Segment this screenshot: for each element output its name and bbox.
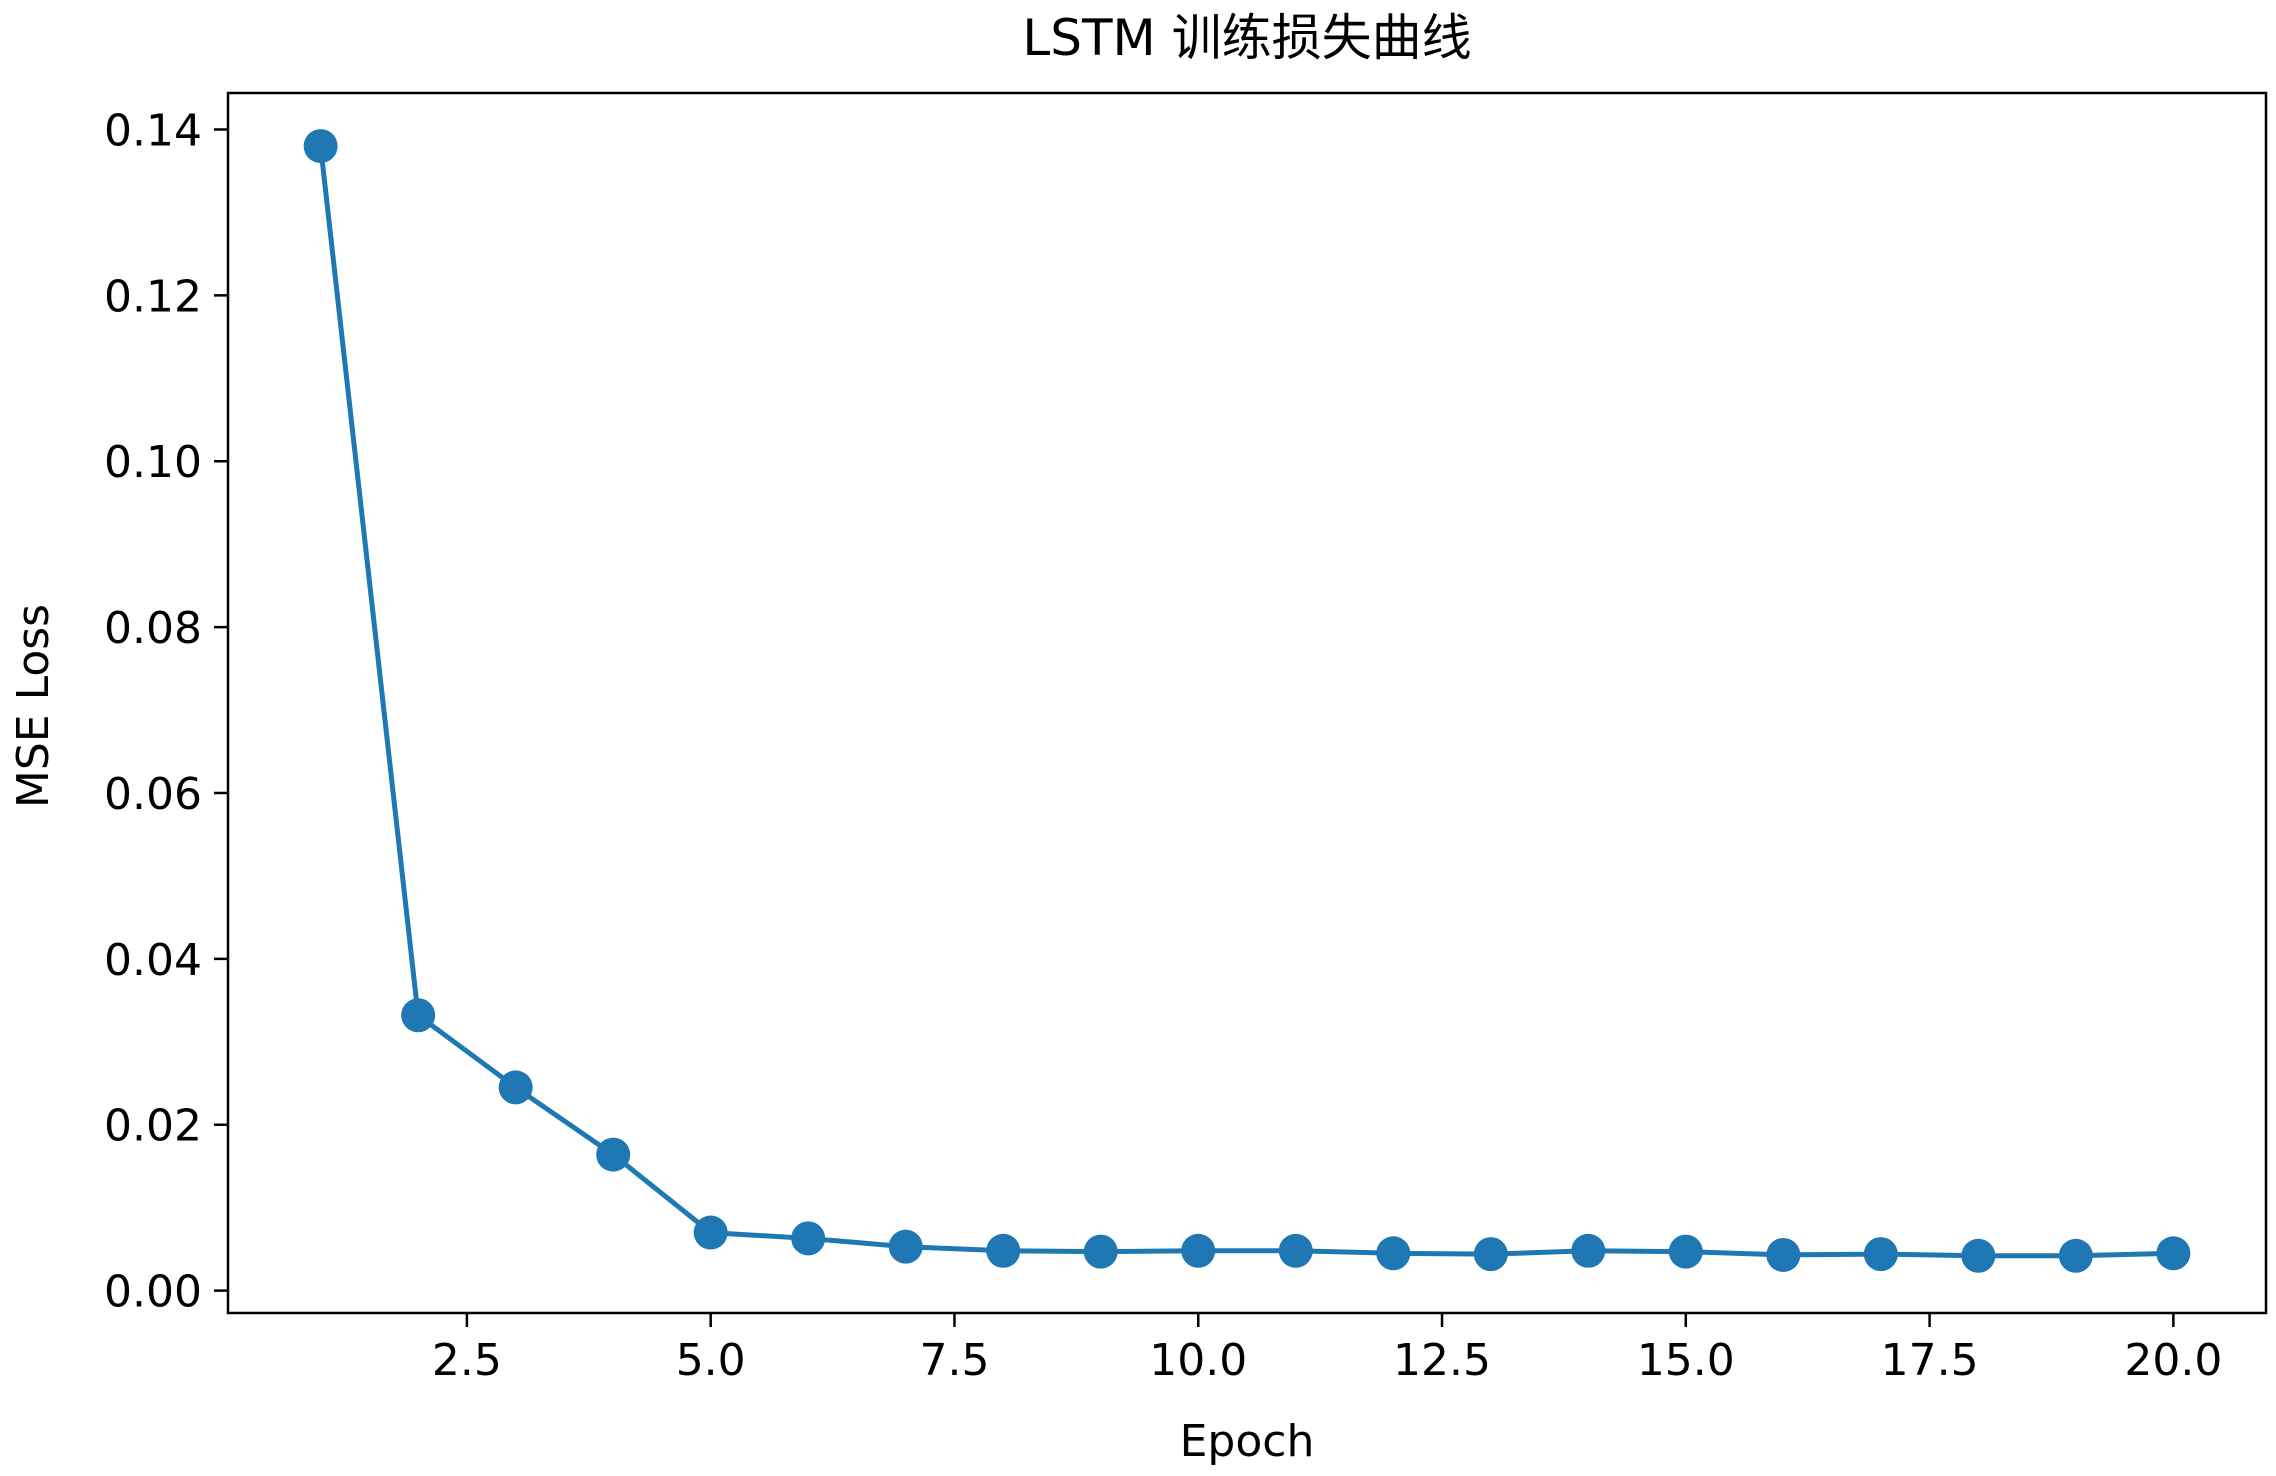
y-tick-label: 0.00 bbox=[104, 1267, 202, 1318]
series-line bbox=[318, 145, 2174, 1259]
x-tick-label: 5.0 bbox=[676, 1335, 746, 1386]
chart-title: LSTM 训练损失曲线 bbox=[1022, 9, 1471, 67]
x-axis-label: Epoch bbox=[1180, 1416, 1315, 1467]
data-point bbox=[1181, 1233, 1216, 1268]
x-tick-label: 10.0 bbox=[1149, 1335, 1247, 1386]
data-point bbox=[791, 1221, 826, 1256]
x-tick-label: 20.0 bbox=[2124, 1335, 2222, 1386]
x-tick-label: 2.5 bbox=[432, 1335, 502, 1386]
y-axis-label: MSE Loss bbox=[8, 604, 59, 808]
y-tick-label: 0.14 bbox=[104, 105, 202, 156]
data-point bbox=[1278, 1233, 1313, 1268]
data-point bbox=[1083, 1234, 1118, 1269]
data-point bbox=[1473, 1237, 1508, 1272]
data-point bbox=[401, 998, 436, 1033]
plot-frame bbox=[226, 91, 2268, 1315]
x-tick-label: 17.5 bbox=[1881, 1335, 1979, 1386]
data-point bbox=[596, 1137, 631, 1172]
y-tick-label: 0.10 bbox=[104, 437, 202, 488]
plot-area bbox=[303, 129, 2191, 1273]
data-point bbox=[1668, 1234, 1703, 1269]
data-point bbox=[693, 1215, 728, 1250]
data-point bbox=[1571, 1233, 1606, 1268]
data-point bbox=[1376, 1236, 1411, 1271]
data-point bbox=[888, 1229, 923, 1264]
data-point bbox=[498, 1070, 533, 1105]
x-tick-label: 7.5 bbox=[919, 1335, 989, 1386]
y-tick-label: 0.02 bbox=[104, 1101, 202, 1152]
y-tick-label: 0.06 bbox=[104, 769, 202, 820]
x-tick-label: 12.5 bbox=[1393, 1335, 1491, 1386]
x-tick-label: 15.0 bbox=[1637, 1335, 1735, 1386]
data-point bbox=[1863, 1237, 1898, 1272]
data-point bbox=[303, 129, 338, 164]
data-point bbox=[1766, 1237, 1801, 1272]
axes: 2.5 5.0 7.5 10.0 12.5 15.0 17.5 20.0 0.00 0.02 0.0… bbox=[104, 91, 2268, 1386]
data-point bbox=[2156, 1236, 2191, 1271]
data-point bbox=[986, 1233, 1021, 1268]
data-point bbox=[2058, 1238, 2093, 1273]
y-tick-label: 0.04 bbox=[104, 935, 202, 986]
y-tick-label: 0.08 bbox=[104, 603, 202, 654]
data-point bbox=[1961, 1238, 1996, 1273]
y-tick-label: 0.12 bbox=[104, 271, 202, 322]
